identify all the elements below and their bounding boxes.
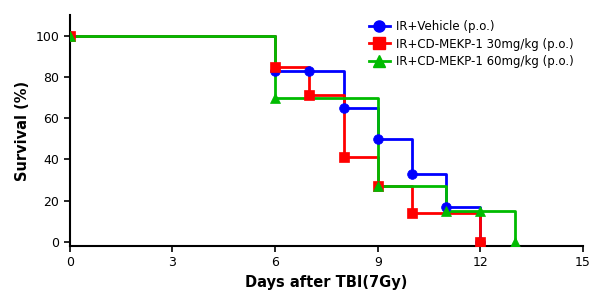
X-axis label: Days after TBI(7Gy): Days after TBI(7Gy): [245, 275, 408, 290]
Legend: IR+Vehicle (p.o.), IR+CD-MEKP-1 30mg/kg (p.o.), IR+CD-MEKP-1 60mg/kg (p.o.): IR+Vehicle (p.o.), IR+CD-MEKP-1 30mg/kg …: [365, 16, 577, 72]
Y-axis label: Survival (%): Survival (%): [15, 81, 30, 181]
